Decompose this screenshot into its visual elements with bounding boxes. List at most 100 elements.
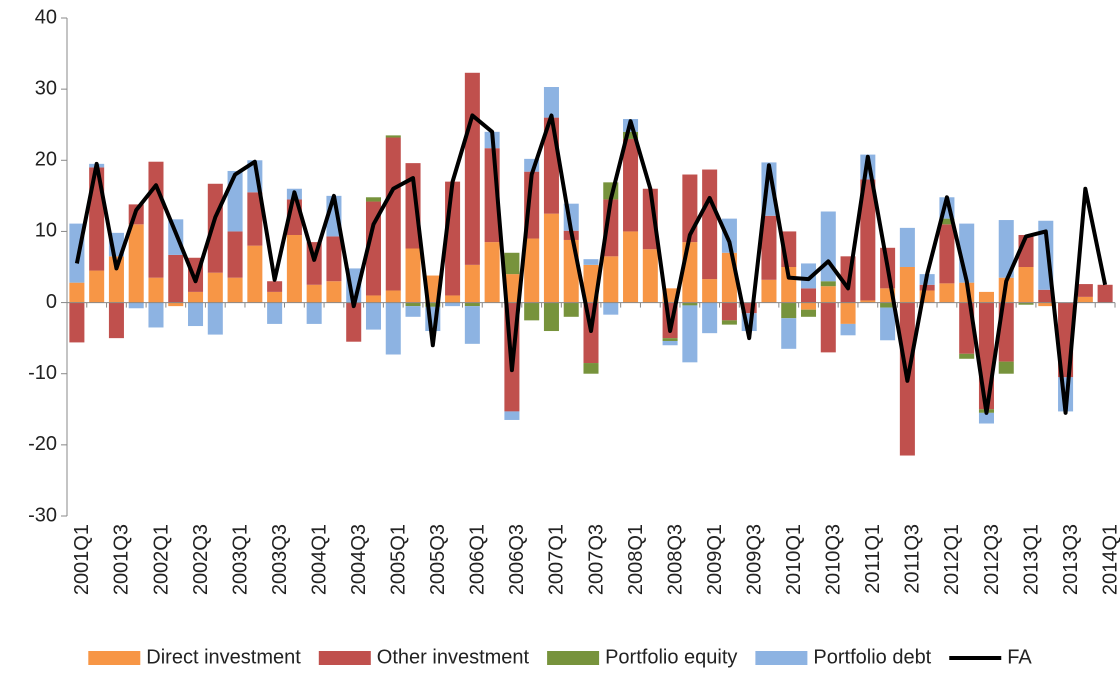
bar bbox=[781, 318, 797, 349]
legend-label: Other investment bbox=[377, 646, 530, 668]
bar bbox=[721, 302, 737, 321]
x-tick-label: 2002Q3 bbox=[190, 524, 212, 595]
bar bbox=[148, 302, 164, 328]
x-tick-label: 2003Q1 bbox=[229, 524, 251, 595]
bar bbox=[128, 224, 144, 303]
bar bbox=[504, 411, 520, 420]
bar bbox=[721, 218, 737, 253]
x-tick-label: 2012Q1 bbox=[941, 524, 963, 595]
bar bbox=[405, 248, 421, 303]
bar bbox=[721, 320, 737, 325]
bar bbox=[642, 249, 658, 303]
x-tick-label: 2014Q1 bbox=[1099, 524, 1120, 595]
y-tick-label: -10 bbox=[28, 362, 57, 384]
bar bbox=[168, 254, 184, 303]
legend-item: Portfolio debt bbox=[755, 646, 932, 668]
bar bbox=[840, 302, 856, 324]
bar bbox=[227, 170, 243, 232]
legend-label: FA bbox=[1007, 646, 1032, 668]
bar bbox=[860, 300, 876, 303]
bar bbox=[89, 270, 105, 303]
bar bbox=[603, 256, 619, 303]
x-tick-label: 2009Q3 bbox=[743, 524, 765, 595]
y-tick-label: 0 bbox=[46, 291, 57, 313]
y-tick-label: 10 bbox=[35, 220, 57, 242]
bar bbox=[1018, 302, 1034, 305]
x-tick-label: 2011Q1 bbox=[862, 524, 884, 594]
x-tick-label: 2006Q1 bbox=[467, 524, 489, 595]
bar bbox=[1038, 302, 1054, 307]
bar bbox=[682, 302, 698, 306]
bar bbox=[583, 259, 599, 265]
y-tick-label: -20 bbox=[28, 433, 57, 455]
bar bbox=[188, 302, 204, 327]
bar bbox=[227, 231, 243, 278]
bar bbox=[69, 302, 85, 343]
bar bbox=[800, 302, 817, 310]
x-tick-label: 2007Q1 bbox=[546, 524, 568, 595]
legend-label: Portfolio debt bbox=[813, 646, 931, 668]
x-tick-label: 2008Q3 bbox=[664, 524, 686, 595]
bar bbox=[1077, 284, 1093, 297]
bar bbox=[247, 192, 263, 246]
x-tick-label: 2009Q1 bbox=[704, 524, 726, 595]
x-tick-label: 2001Q1 bbox=[71, 524, 93, 595]
bar bbox=[207, 272, 223, 303]
bar bbox=[563, 302, 579, 317]
x-tick-label: 2010Q3 bbox=[823, 524, 845, 595]
bar bbox=[998, 220, 1014, 278]
x-tick-label: 2003Q3 bbox=[269, 524, 291, 595]
bar bbox=[702, 279, 718, 303]
x-tick-label: 2004Q3 bbox=[348, 524, 370, 595]
bar bbox=[820, 286, 836, 303]
legend-swatch bbox=[755, 651, 808, 665]
bar bbox=[504, 274, 520, 303]
bar bbox=[543, 302, 559, 332]
legend-swatch bbox=[547, 651, 600, 665]
legend-label: Direct investment bbox=[146, 646, 301, 668]
bar bbox=[464, 72, 480, 265]
bar bbox=[840, 323, 856, 336]
bar bbox=[978, 302, 994, 410]
bar bbox=[385, 290, 401, 303]
x-tick-label: 2011Q3 bbox=[902, 524, 924, 594]
x-tick-label: 2013Q1 bbox=[1020, 524, 1042, 595]
bar bbox=[682, 305, 698, 363]
bar bbox=[603, 302, 619, 315]
x-tick-label: 2005Q3 bbox=[427, 524, 449, 595]
x-tick-label: 2001Q3 bbox=[111, 524, 133, 595]
bar bbox=[702, 302, 718, 334]
bar bbox=[524, 238, 540, 303]
bar bbox=[781, 267, 797, 303]
bar bbox=[405, 163, 421, 249]
x-tick-label: 2004Q1 bbox=[308, 524, 330, 595]
x-tick-label: 2005Q1 bbox=[388, 524, 410, 595]
legend-item: FA bbox=[949, 646, 1032, 668]
bar bbox=[761, 215, 777, 280]
bar bbox=[346, 302, 362, 342]
bar bbox=[880, 307, 896, 341]
x-tick-label: 2013Q3 bbox=[1060, 524, 1082, 595]
bar bbox=[365, 302, 382, 330]
bar bbox=[524, 302, 540, 321]
bar bbox=[365, 197, 382, 202]
bar bbox=[741, 302, 757, 314]
bar bbox=[425, 275, 441, 303]
bar bbox=[761, 279, 777, 303]
bar bbox=[702, 169, 718, 280]
bar bbox=[405, 302, 421, 307]
x-tick-label: 2006Q3 bbox=[506, 524, 528, 595]
bar bbox=[800, 263, 817, 289]
bar bbox=[998, 361, 1014, 374]
bar bbox=[860, 179, 876, 301]
bar bbox=[543, 87, 559, 118]
bar bbox=[168, 302, 184, 307]
legend-item: Other investment bbox=[318, 646, 530, 668]
bar bbox=[445, 295, 461, 303]
bar bbox=[128, 302, 144, 309]
bar bbox=[267, 302, 283, 324]
bar bbox=[1038, 289, 1054, 303]
bar bbox=[227, 277, 243, 303]
legend-swatch bbox=[88, 651, 141, 665]
legend-swatch bbox=[318, 651, 371, 665]
